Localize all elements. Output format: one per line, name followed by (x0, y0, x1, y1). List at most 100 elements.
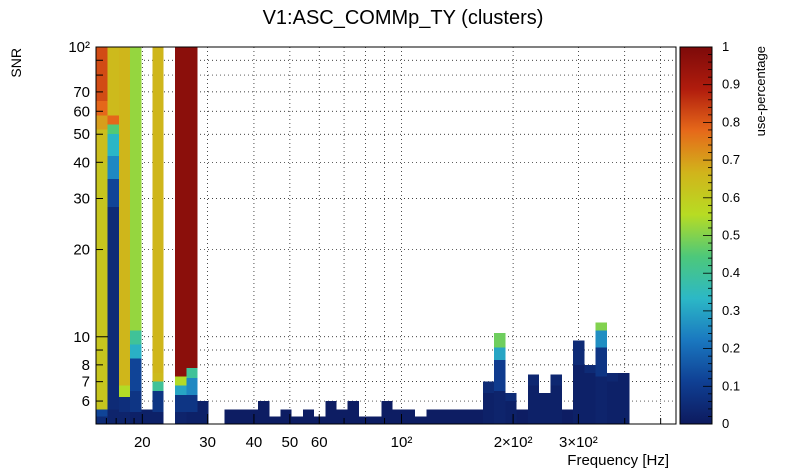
heatmap-cell (505, 392, 517, 402)
x-tick-label: 2×10² (494, 434, 533, 451)
heatmap-cell (561, 409, 574, 424)
heatmap-cell (280, 409, 292, 424)
heatmap-cell (186, 378, 198, 395)
heatmap-cell (152, 390, 164, 413)
heatmap-cell (426, 409, 438, 424)
heatmap-cell (595, 347, 607, 377)
heatmap-cell (291, 416, 303, 424)
heatmap-cell (415, 416, 427, 424)
colorbar-tick-label: 0.6 (722, 190, 740, 205)
heatmap-cell (584, 372, 596, 424)
heatmap-cell (550, 385, 562, 424)
heatmap-cell (107, 47, 119, 116)
heatmap-cell (550, 374, 562, 386)
heatmap-cell (186, 368, 198, 379)
y-tick-label: 50 (73, 126, 90, 143)
heatmap-cell (96, 416, 108, 424)
colorbar-tick-label: 0.4 (722, 265, 740, 280)
heatmap-cell (482, 392, 495, 424)
heatmap-cell (175, 394, 187, 413)
x-axis-ticks: 20 30 40 50 60 10² 2×10² 3×10² (105, 414, 662, 451)
heatmap-cell (107, 179, 119, 208)
heatmap-cell (460, 409, 472, 424)
x-tick-label: 3×10² (559, 434, 598, 451)
y-tick-label: 30 (73, 191, 90, 208)
heatmap-cell (595, 322, 607, 331)
y-axis-ticks: 6 78 10 20 30 40 50 60 70 10² (68, 39, 108, 410)
x-tick-label: 40 (246, 434, 263, 451)
heatmap-cells (96, 47, 630, 424)
heatmap-cell (152, 372, 164, 382)
colorbar-tick-label: 0 (722, 416, 729, 431)
heatmap-cell (129, 344, 142, 359)
heatmap-cell (152, 381, 164, 391)
y-tick-label: 7 (82, 374, 90, 391)
x-tick-label: 10² (391, 434, 413, 451)
heatmap-cell (404, 409, 416, 424)
y-tick-label: 10² (68, 39, 90, 56)
heatmap-cell (437, 409, 450, 424)
heatmap-cell (96, 409, 108, 417)
heatmap-cell (107, 124, 119, 135)
heatmap-cell (494, 333, 506, 348)
heatmap-cell (224, 409, 236, 424)
heatmap-cell (246, 409, 258, 424)
heatmap-cell (107, 207, 119, 410)
heatmap-cell (129, 390, 142, 413)
heatmap-cell (269, 416, 281, 424)
x-tick-label: 50 (282, 434, 299, 451)
heatmap-cell (595, 376, 607, 424)
heatmap-cell (175, 47, 187, 377)
heatmap-cell (482, 381, 495, 393)
heatmap-cell (107, 115, 119, 125)
heatmap-cell (129, 358, 142, 391)
heatmap-cell (118, 396, 130, 413)
y-tick-label: 20 (73, 242, 90, 259)
colorbar-tick-label: 0.7 (722, 152, 740, 167)
heatmap-cell (129, 412, 142, 424)
heatmap-cell (595, 330, 607, 348)
heatmap-cell (175, 385, 187, 395)
y-tick-label: 40 (73, 154, 90, 171)
colorbar-label: use-percentage (753, 46, 768, 136)
heatmap-cell (573, 364, 585, 424)
x-axis-label: Frequency [Hz] (567, 452, 669, 469)
x-tick-label: 60 (311, 434, 328, 451)
heatmap-cell (186, 394, 198, 413)
heatmap-cell (618, 372, 630, 424)
colorbar-tick-label: 0.1 (722, 378, 740, 393)
heatmap-cell (494, 390, 506, 424)
heatmap-cell (186, 412, 198, 424)
heatmap-cell (527, 374, 540, 386)
colorbar-ticks: 0 0.1 0.2 0.3 0.4 0.5 0.6 0.7 0.8 0.9 1 (703, 39, 740, 431)
y-tick-label: 70 (73, 84, 90, 101)
heatmap-cell (96, 47, 108, 102)
heatmap-cell (381, 401, 393, 424)
heatmap-cell (584, 364, 596, 373)
heatmap-cell (96, 115, 108, 130)
y-tick-label: 6 (82, 393, 90, 410)
plot-border (95, 46, 677, 425)
y-tick-label: 8 (82, 357, 90, 374)
colorbar-tick-label: 0.8 (722, 114, 740, 129)
y-axis-label: SNR (8, 48, 24, 78)
heatmap-cell (118, 47, 130, 386)
y-tick-label: 10 (73, 329, 90, 346)
heatmap-cell (152, 412, 164, 424)
heatmap-cell (606, 381, 619, 424)
x-tick-label: 30 (199, 434, 216, 451)
heatmap-cell (606, 372, 619, 382)
heatmap-cell (302, 409, 315, 424)
heatmap-cell (257, 401, 270, 424)
x-tick-label: 20 (134, 434, 151, 451)
colorbar-tick-label: 1 (722, 39, 729, 54)
colorbar-tick-label: 0.5 (722, 228, 740, 243)
heatmap-cell (539, 392, 551, 424)
heatmap-cell (107, 409, 119, 424)
heatmap-cell (449, 409, 461, 424)
heatmap-cell (175, 376, 187, 386)
heatmap-cell (494, 360, 506, 391)
heatmap-cell (107, 134, 119, 157)
heatmap-cell (516, 409, 528, 424)
